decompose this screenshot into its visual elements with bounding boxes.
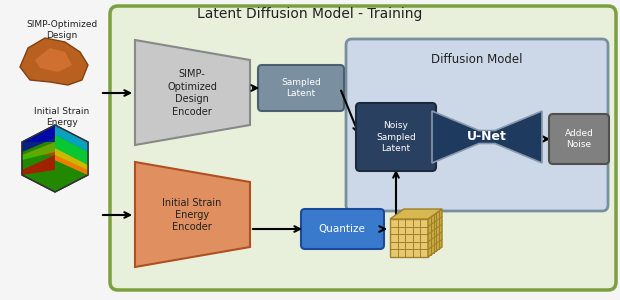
Polygon shape (35, 48, 72, 72)
Text: Added
Noise: Added Noise (565, 129, 593, 149)
Text: Latent Diffusion Model - Training: Latent Diffusion Model - Training (197, 7, 423, 21)
Polygon shape (22, 125, 55, 142)
Text: Quantize: Quantize (319, 224, 365, 234)
Polygon shape (135, 162, 250, 267)
Text: Initial Strain
Energy
Encoder: Initial Strain Energy Encoder (162, 198, 222, 232)
Text: U-Net: U-Net (467, 130, 507, 143)
Polygon shape (22, 125, 88, 192)
Polygon shape (390, 219, 428, 257)
Text: SIMP-
Optimized
Design
Encoder: SIMP- Optimized Design Encoder (167, 69, 217, 117)
Text: Sampled
Latent: Sampled Latent (281, 78, 321, 98)
Polygon shape (22, 155, 55, 175)
FancyBboxPatch shape (110, 6, 616, 290)
Polygon shape (390, 209, 442, 219)
Text: Diffusion Model: Diffusion Model (432, 53, 523, 66)
FancyBboxPatch shape (549, 114, 609, 164)
Polygon shape (55, 155, 88, 175)
Polygon shape (22, 142, 55, 160)
Text: SIMP-Optimized
Design: SIMP-Optimized Design (27, 20, 97, 40)
FancyBboxPatch shape (356, 103, 436, 171)
Polygon shape (55, 148, 88, 175)
Polygon shape (432, 111, 542, 163)
Text: Noisy
Sampled
Latent: Noisy Sampled Latent (376, 122, 416, 153)
Polygon shape (22, 125, 55, 152)
Polygon shape (135, 40, 250, 145)
FancyBboxPatch shape (346, 39, 608, 211)
FancyBboxPatch shape (258, 65, 344, 111)
Polygon shape (55, 135, 88, 165)
Text: Initial Strain
Energy: Initial Strain Energy (34, 107, 90, 127)
Polygon shape (20, 38, 88, 85)
Polygon shape (55, 125, 88, 152)
Polygon shape (428, 209, 442, 257)
Polygon shape (22, 142, 55, 155)
FancyBboxPatch shape (301, 209, 384, 249)
